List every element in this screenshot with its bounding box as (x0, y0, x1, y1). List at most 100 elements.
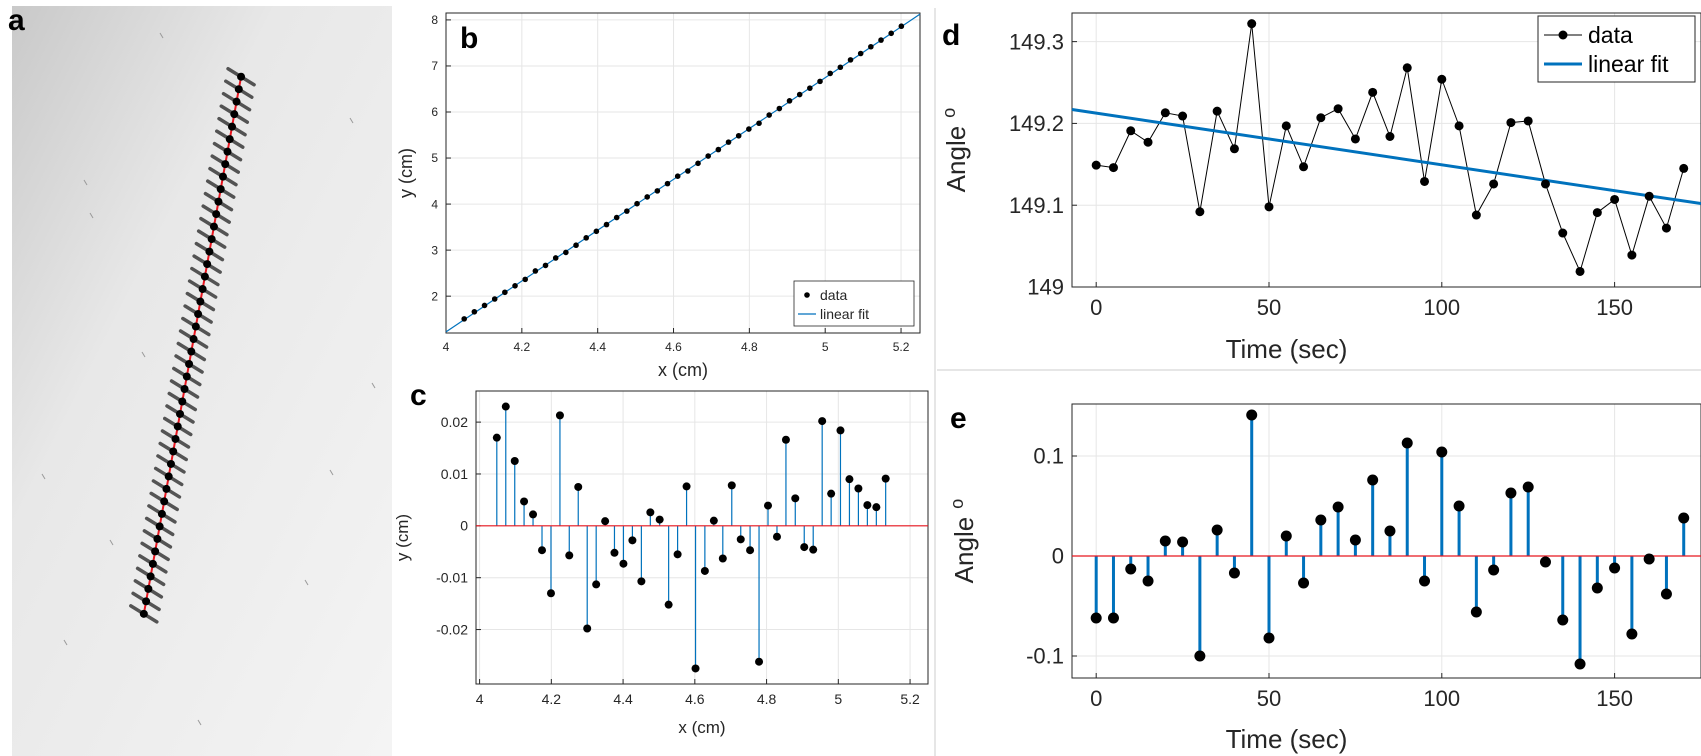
stem-marker (538, 546, 547, 555)
data-point (1489, 179, 1499, 189)
data-point (1126, 126, 1136, 136)
stem-marker (501, 402, 510, 411)
stem-marker (1107, 612, 1119, 624)
stem-marker (546, 589, 555, 598)
axes-frame (1071, 403, 1701, 679)
tracked-point (182, 372, 191, 381)
tracked-point (223, 147, 232, 156)
tracked-point (164, 472, 173, 481)
tracked-point (176, 409, 185, 418)
data-point (644, 194, 650, 200)
stem-marker (1159, 535, 1171, 547)
x-tick-label: 4.6 (685, 691, 705, 707)
tracked-point (203, 260, 212, 269)
tracked-point (151, 547, 160, 556)
stem-marker (746, 546, 755, 555)
data-point (471, 308, 478, 315)
stem-marker (520, 497, 529, 506)
stem-marker (1349, 534, 1361, 546)
y-axis-label-superscript: o (947, 499, 967, 509)
stem-marker (637, 577, 646, 586)
stem-marker (1246, 409, 1258, 421)
tracked-point (189, 335, 198, 344)
x-tick-label: 4.2 (542, 691, 562, 707)
data-point (888, 30, 894, 37)
data-point (695, 160, 701, 167)
data-point (1178, 111, 1188, 121)
tracked-point (212, 210, 221, 219)
stem-marker (854, 484, 863, 493)
stem-marker (718, 554, 727, 563)
data-point (766, 112, 772, 118)
stem-marker (800, 543, 809, 552)
data-point (532, 268, 539, 274)
x-tick-label: 4.8 (757, 691, 777, 707)
stem-marker (1505, 487, 1517, 499)
tracked-point (207, 235, 216, 244)
data-point (725, 139, 732, 145)
panel-e-chart: 0 50 100 150 -0.1 0 0.1 Time (sec) Angleo (947, 403, 1701, 754)
data-point (1368, 87, 1378, 97)
data-point (1506, 118, 1516, 128)
photograph-background (12, 6, 392, 756)
dust-speck (83, 179, 88, 186)
stem-marker (772, 532, 781, 541)
x-tick-label: 4.6 (665, 340, 682, 354)
y-tick-label: 5 (431, 151, 438, 165)
panel-label-a: a (8, 4, 25, 37)
data-point (1143, 137, 1153, 147)
data-point (1108, 163, 1118, 173)
data-point (1592, 208, 1602, 218)
x-axis-label: Time (sec) (1226, 334, 1348, 364)
legend-label-data: data (820, 287, 847, 303)
stem-marker (1090, 612, 1102, 624)
data-point (1558, 228, 1568, 238)
data-point (786, 98, 793, 104)
stem-marker (881, 474, 890, 483)
y-axis-label-superscript: o (939, 108, 959, 118)
y-tick-label: 7 (431, 59, 438, 73)
tracked-point (155, 522, 164, 531)
stem-marker (1315, 514, 1327, 526)
data-point (1402, 63, 1412, 73)
x-tick-label: 150 (1596, 295, 1633, 320)
stem-marker (565, 551, 574, 560)
data-point (1212, 106, 1222, 116)
x-tick-label: 4.4 (613, 691, 633, 707)
x-tick-label: 5 (834, 691, 842, 707)
tracked-point (157, 509, 166, 518)
stem-marker (1211, 524, 1223, 536)
tracked-point (162, 484, 171, 493)
stem-marker (872, 503, 881, 512)
data-point (1454, 121, 1464, 131)
tracked-point (232, 97, 241, 106)
panel-b-chart: 4 4.2 4.4 4.6 4.8 5 5.2 2 3 4 5 6 7 8 x (cm) y (cm) data… (396, 12, 921, 380)
stem-marker (809, 545, 818, 554)
legend-marker-data (1558, 30, 1568, 40)
y-tick-label: 0 (460, 518, 468, 534)
stem-marker (583, 624, 592, 633)
data-point (898, 23, 905, 30)
x-tick-label: 5.2 (893, 340, 910, 354)
data-point (1575, 266, 1585, 276)
stem-marker (1539, 556, 1551, 568)
data-point (1195, 207, 1205, 217)
y-tick-label: 4 (431, 197, 438, 211)
dust-speck (89, 212, 94, 219)
stem-marker (628, 536, 637, 545)
photograph-segment-chain (129, 66, 256, 624)
stem-marker (1626, 628, 1638, 640)
y-tick-label: 149.3 (1009, 29, 1064, 54)
data-point (1420, 176, 1430, 186)
tracked-point (144, 584, 153, 593)
data-point (542, 262, 549, 269)
stem-marker (1609, 562, 1621, 574)
legend-marker-data (804, 292, 810, 298)
stem-marker (1557, 614, 1569, 626)
dust-speck (159, 32, 164, 39)
stem-marker (1367, 474, 1379, 486)
data-point (603, 221, 610, 228)
data-point (502, 289, 508, 296)
tracked-point (214, 197, 223, 206)
x-tick-label: 4 (476, 691, 484, 707)
